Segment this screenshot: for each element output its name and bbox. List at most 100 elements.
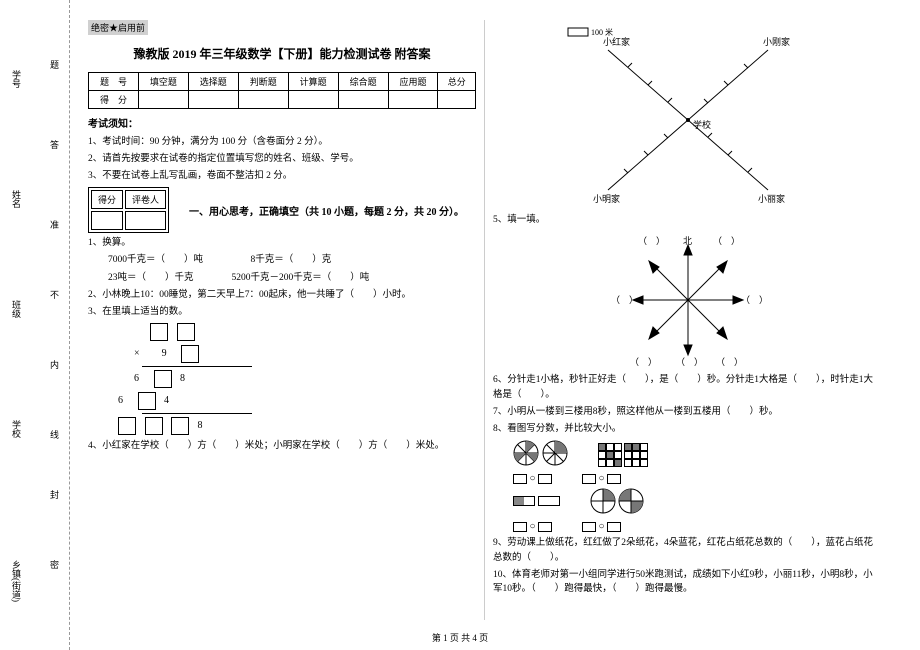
- digit-box[interactable]: [145, 417, 163, 435]
- secret-label: 绝密★启用前: [88, 20, 148, 35]
- seal-char: 内: [48, 360, 61, 369]
- svg-text:小刚家: 小刚家: [763, 36, 790, 47]
- svg-text:（ ）: （ ）: [741, 295, 768, 305]
- question-5: 5、填一填。: [493, 213, 882, 227]
- svg-text:学校: 学校: [693, 119, 711, 130]
- section-heading: 一、用心思考，正确填空（共 10 小题，每题 2 分，共 20 分）。: [189, 203, 464, 218]
- blank-cell[interactable]: [238, 91, 288, 109]
- question-3: 3、在里填上适当的数。: [88, 305, 476, 319]
- notice-item: 3、不要在试卷上乱写乱画，卷面不整洁扣 2 分。: [88, 167, 476, 181]
- fraction-compare-row: ○ ○: [513, 521, 882, 532]
- seal-char: 线: [48, 430, 61, 439]
- compare-circle[interactable]: ○: [530, 473, 536, 484]
- question-8: 8、看图写分数，并比较大小。: [493, 422, 882, 436]
- score-table: 题 号 填空题 选择题 判断题 计算题 综合题 应用题 总分 得 分: [88, 72, 476, 109]
- bar-icon: [538, 496, 560, 506]
- digit-box[interactable]: [138, 392, 156, 410]
- compare-group: ○: [513, 473, 552, 484]
- rule-line: [142, 366, 252, 367]
- blank-cell[interactable]: [91, 211, 123, 230]
- digit-box[interactable]: [118, 417, 136, 435]
- digit-box[interactable]: [181, 345, 199, 363]
- grader-box: 得分评卷人: [88, 187, 169, 233]
- header-cell: 判断题: [238, 73, 288, 91]
- digit-box[interactable]: [177, 323, 195, 341]
- blank-cell[interactable]: [388, 91, 438, 109]
- header-cell: 总分: [438, 73, 476, 91]
- compare-group: ○: [582, 473, 621, 484]
- mult-row: [118, 322, 476, 342]
- q-text: 8千克＝（ ）克: [251, 255, 332, 265]
- mult-row: 6 8: [118, 369, 476, 389]
- seal-char: 封: [48, 490, 61, 499]
- blank-box[interactable]: [538, 522, 552, 532]
- seal-char: 答: [48, 140, 61, 149]
- question-9: 9、劳动课上做纸花，红红做了2朵纸花，4朵蓝花，红花占纸花总数的（ ），蓝花占纸…: [493, 536, 882, 565]
- header-cell: 计算题: [288, 73, 338, 91]
- svg-text:（ ）: （ ）: [638, 236, 665, 246]
- margin-label: 学号: [10, 70, 23, 88]
- compare-circle[interactable]: ○: [599, 473, 605, 484]
- digit-box[interactable]: [171, 417, 189, 435]
- question-1: 1、换算。: [88, 236, 476, 250]
- blank-cell[interactable]: [125, 211, 166, 230]
- blank-box[interactable]: [607, 474, 621, 484]
- map-diagram: 100 米 小红家 小刚家 学校 小明家 小丽家: [558, 20, 818, 210]
- blank-cell[interactable]: [338, 91, 388, 109]
- question-10: 10、体育老师对第一小组同学进行50米跑测试，成绩如下小红9秒，小丽11秒，小明…: [493, 568, 882, 597]
- header-cell: 填空题: [138, 73, 188, 91]
- svg-text:小红家: 小红家: [603, 36, 630, 47]
- blank-box[interactable]: [607, 522, 621, 532]
- svg-text:（ ）: （ ）: [630, 357, 657, 367]
- margin-label: 学校: [10, 420, 23, 438]
- exam-title: 豫教版 2019 年三年级数学【下册】能力检测试卷 附答案: [88, 45, 476, 62]
- blank-box[interactable]: [513, 522, 527, 532]
- question-6: 6、分针走1小格，秒针正好走（ ），是（ ）秒。分针走1大格是（ ），时针走1大…: [493, 373, 882, 402]
- fraction-group: [590, 488, 645, 517]
- digit-box[interactable]: [154, 370, 172, 388]
- mult-row: 8: [118, 416, 476, 436]
- q-text: 7000千克＝（ ）吨: [108, 255, 203, 265]
- margin-label: 乡镇(街道): [10, 560, 23, 602]
- q-text: 5200千克－200千克＝（ ）吨: [232, 273, 370, 283]
- blank-box[interactable]: [513, 474, 527, 484]
- notice-item: 2、请首先按要求在试卷的指定位置填写您的姓名、班级、学号。: [88, 150, 476, 164]
- seal-char: 准: [48, 220, 61, 229]
- compare-circle[interactable]: ○: [530, 521, 536, 532]
- svg-text:北: 北: [683, 236, 692, 246]
- right-column: 100 米 小红家 小刚家 学校 小明家 小丽家 5、填一填。: [485, 20, 890, 620]
- blank-box[interactable]: [538, 474, 552, 484]
- multiplication-diagram: × 9 6 8 6 4 8: [118, 322, 476, 436]
- seal-char: 密: [48, 560, 61, 569]
- digit: 9: [162, 348, 173, 359]
- svg-text:（ ）: （ ）: [676, 357, 703, 367]
- svg-text:小明家: 小明家: [593, 193, 620, 204]
- svg-text:（ ）: （ ）: [716, 357, 743, 367]
- left-column: 绝密★启用前 豫教版 2019 年三年级数学【下册】能力检测试卷 附答案 题 号…: [80, 20, 485, 620]
- mult-row: × 9: [118, 344, 476, 364]
- q-text: 23吨＝（ ）千克: [108, 273, 194, 283]
- scale-label: 100 米: [591, 27, 613, 37]
- fraction-group: [513, 496, 560, 509]
- blank-cell[interactable]: [138, 91, 188, 109]
- seal-char: 题: [48, 60, 61, 69]
- compare-circle[interactable]: ○: [599, 521, 605, 532]
- blank-box[interactable]: [582, 474, 596, 484]
- svg-text:（ ）: （ ）: [713, 236, 740, 246]
- digit-box[interactable]: [150, 323, 168, 341]
- svg-text:小丽家: 小丽家: [758, 193, 785, 204]
- seal-char: 不: [48, 290, 61, 299]
- blank-cell[interactable]: [438, 91, 476, 109]
- fraction-group: [513, 440, 568, 469]
- blank-box[interactable]: [582, 522, 596, 532]
- page-footer: 第 1 页 共 4 页: [0, 631, 920, 644]
- blank-cell[interactable]: [188, 91, 238, 109]
- blank-cell[interactable]: [288, 91, 338, 109]
- grid-icon: [624, 443, 648, 467]
- binding-margin: 乡镇(街道) 学校 班级 姓名 学号 密 封 线 内 不 准 答 题: [0, 0, 70, 650]
- question-1a: 7000千克＝（ ）吨 8千克＝（ ）克: [108, 253, 476, 267]
- table-row: 题 号 填空题 选择题 判断题 计算题 综合题 应用题 总分: [89, 73, 476, 91]
- svg-text:（ ）: （ ）: [611, 295, 638, 305]
- question-4: 4、小红家在学校（ ）方（ ）米处；小明家在学校（ ）方（ ）米处。: [88, 439, 476, 453]
- notice-title: 考试须知：: [88, 115, 476, 130]
